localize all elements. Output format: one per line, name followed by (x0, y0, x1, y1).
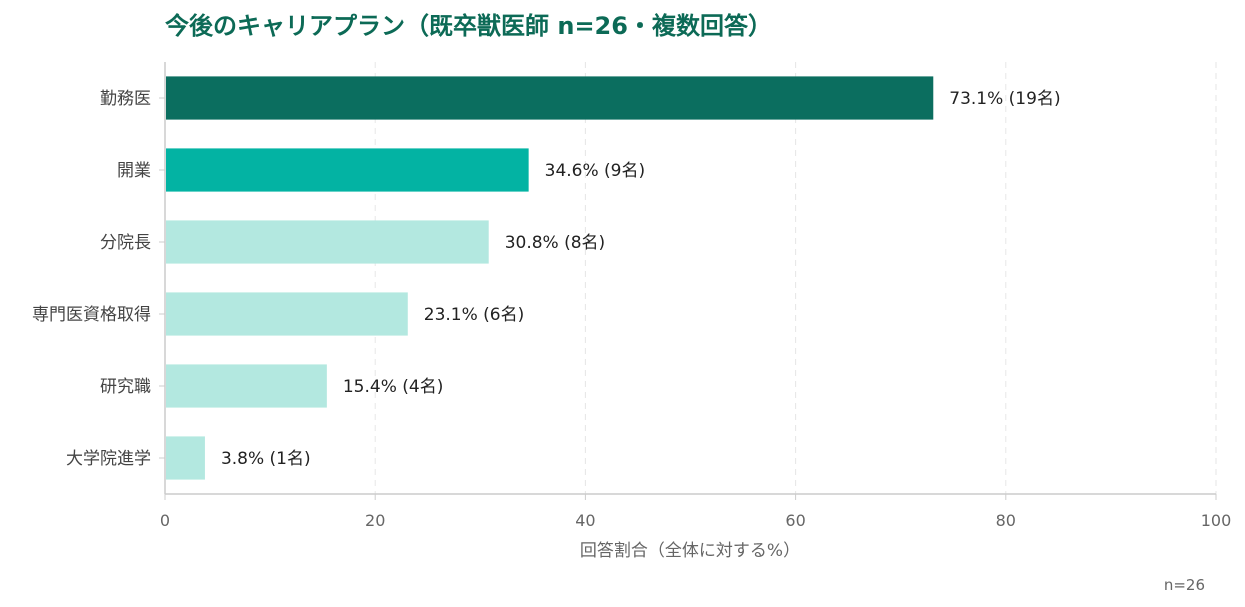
chart-title: 今後のキャリアプラン（既卒獣医師 n=26・複数回答） (165, 12, 772, 40)
category-label: 専門医資格取得 (32, 305, 151, 325)
x-axis-title: 回答割合（全体に対する%） (580, 541, 800, 561)
x-tick-label: 0 (160, 511, 170, 530)
bar-data-label: 34.6% (9名) (545, 161, 646, 181)
category-label: 研究職 (100, 377, 151, 397)
bar (166, 292, 408, 336)
category-label: 開業 (117, 161, 151, 181)
sample-size-note: n=26 (1164, 576, 1205, 594)
x-tick-label: 40 (575, 511, 595, 530)
x-tick-labels: 0 20 40 60 80 100 (160, 511, 1231, 530)
bar (166, 76, 934, 120)
category-label: 分院長 (100, 233, 151, 253)
grid-lines (374, 62, 1217, 494)
bar-data-label: 15.4% (4名) (343, 377, 444, 397)
category-label: 大学院進学 (66, 449, 151, 469)
bar-data-label: 30.8% (8名) (505, 233, 606, 253)
bar-data-label: 3.8% (1名) (221, 449, 311, 469)
axes (159, 62, 1217, 500)
bar (166, 436, 205, 480)
bars (166, 76, 934, 480)
bar-data-label: 23.1% (6名) (424, 305, 525, 325)
bar (166, 148, 529, 192)
category-label: 勤務医 (100, 89, 151, 109)
bar-data-label: 73.1% (19名) (949, 89, 1060, 109)
bar (166, 220, 489, 264)
data-labels: 73.1% (19名) 34.6% (9名) 30.8% (8名) 23.1% (6名… (221, 89, 1061, 469)
bar (166, 364, 327, 408)
x-tick-label: 80 (996, 511, 1016, 530)
x-tick-label: 20 (365, 511, 385, 530)
x-tick-label: 100 (1201, 511, 1232, 530)
x-tick-label: 60 (785, 511, 805, 530)
